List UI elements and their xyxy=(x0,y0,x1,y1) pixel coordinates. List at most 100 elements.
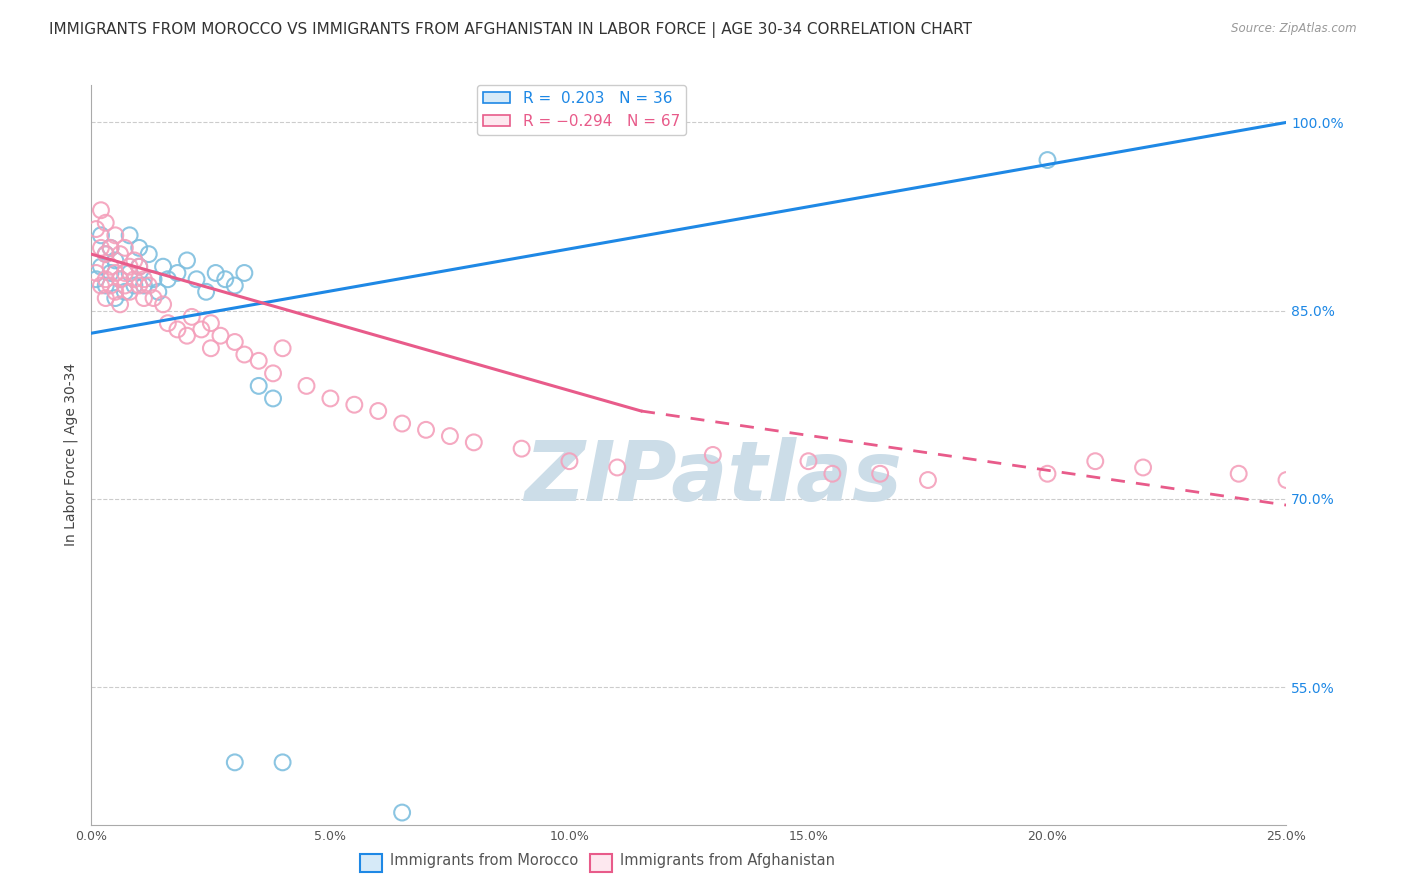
Point xyxy=(262,392,284,406)
Point xyxy=(124,272,146,286)
Point xyxy=(367,404,389,418)
Point xyxy=(391,417,413,431)
Point xyxy=(439,429,461,443)
Point xyxy=(100,241,122,255)
Point xyxy=(166,322,188,336)
Point xyxy=(156,316,179,330)
Point xyxy=(124,253,146,268)
Point xyxy=(415,423,437,437)
Point xyxy=(917,473,939,487)
FancyBboxPatch shape xyxy=(591,854,612,872)
Point xyxy=(343,398,366,412)
Point xyxy=(271,756,294,770)
Point xyxy=(1132,460,1154,475)
Point xyxy=(138,247,160,261)
Point xyxy=(84,222,107,236)
Point xyxy=(247,353,270,368)
Point xyxy=(104,228,127,243)
Point xyxy=(224,334,246,349)
Point xyxy=(200,316,222,330)
Point xyxy=(114,278,136,293)
FancyBboxPatch shape xyxy=(360,854,382,872)
Point xyxy=(104,266,127,280)
Point xyxy=(94,291,117,305)
Text: Immigrants from Morocco: Immigrants from Morocco xyxy=(389,854,578,869)
Point xyxy=(118,228,141,243)
Point xyxy=(132,272,155,286)
Point xyxy=(463,435,485,450)
Point xyxy=(156,272,179,286)
Point xyxy=(114,285,136,299)
Point xyxy=(606,460,628,475)
Point xyxy=(108,272,131,286)
Point xyxy=(869,467,891,481)
Point xyxy=(233,347,256,361)
Point xyxy=(100,266,122,280)
Point xyxy=(142,291,165,305)
Point xyxy=(104,253,127,268)
Point xyxy=(138,278,160,293)
Point xyxy=(90,203,112,218)
Point xyxy=(90,278,112,293)
Point xyxy=(176,328,198,343)
Y-axis label: In Labor Force | Age 30-34: In Labor Force | Age 30-34 xyxy=(63,363,77,547)
Point xyxy=(132,278,155,293)
Point xyxy=(128,278,150,293)
Point xyxy=(224,278,246,293)
Text: ZIPatlas: ZIPatlas xyxy=(524,436,901,517)
Point xyxy=(152,297,174,311)
Point xyxy=(1084,454,1107,468)
Point xyxy=(104,291,127,305)
Point xyxy=(118,260,141,274)
Point xyxy=(94,247,117,261)
Point xyxy=(195,285,218,299)
Point xyxy=(319,392,342,406)
Point xyxy=(262,367,284,381)
Point xyxy=(100,260,122,274)
Point xyxy=(166,266,188,280)
Point xyxy=(118,266,141,280)
Point xyxy=(94,278,117,293)
Point xyxy=(124,278,146,293)
Point xyxy=(94,272,117,286)
Point xyxy=(90,228,112,243)
Point xyxy=(94,216,117,230)
Text: Immigrants from Afghanistan: Immigrants from Afghanistan xyxy=(620,854,835,869)
Point xyxy=(233,266,256,280)
Point xyxy=(1227,467,1250,481)
Point xyxy=(180,310,202,324)
Point xyxy=(186,272,208,286)
Text: Source: ZipAtlas.com: Source: ZipAtlas.com xyxy=(1232,22,1357,36)
Point xyxy=(209,328,232,343)
Point xyxy=(132,291,155,305)
Point xyxy=(200,341,222,355)
Point xyxy=(214,272,236,286)
Point xyxy=(204,266,226,280)
Point xyxy=(271,341,294,355)
Point xyxy=(108,272,131,286)
Point xyxy=(128,260,150,274)
Point xyxy=(176,253,198,268)
Point xyxy=(108,247,131,261)
Point xyxy=(190,322,212,336)
Point xyxy=(391,805,413,820)
Legend: R =  0.203   N = 36, R = −0.294   N = 67: R = 0.203 N = 36, R = −0.294 N = 67 xyxy=(477,85,686,135)
Point xyxy=(295,379,318,393)
Point xyxy=(142,272,165,286)
Point xyxy=(114,241,136,255)
Point xyxy=(1036,153,1059,167)
Point xyxy=(247,379,270,393)
Point xyxy=(821,467,844,481)
Point xyxy=(104,285,127,299)
Point xyxy=(148,285,170,299)
Point xyxy=(114,266,136,280)
Point xyxy=(128,241,150,255)
Point xyxy=(128,260,150,274)
Point xyxy=(1275,473,1298,487)
Point xyxy=(797,454,820,468)
Point xyxy=(100,278,122,293)
Point xyxy=(118,285,141,299)
Point xyxy=(558,454,581,468)
Point xyxy=(152,260,174,274)
Point xyxy=(224,756,246,770)
